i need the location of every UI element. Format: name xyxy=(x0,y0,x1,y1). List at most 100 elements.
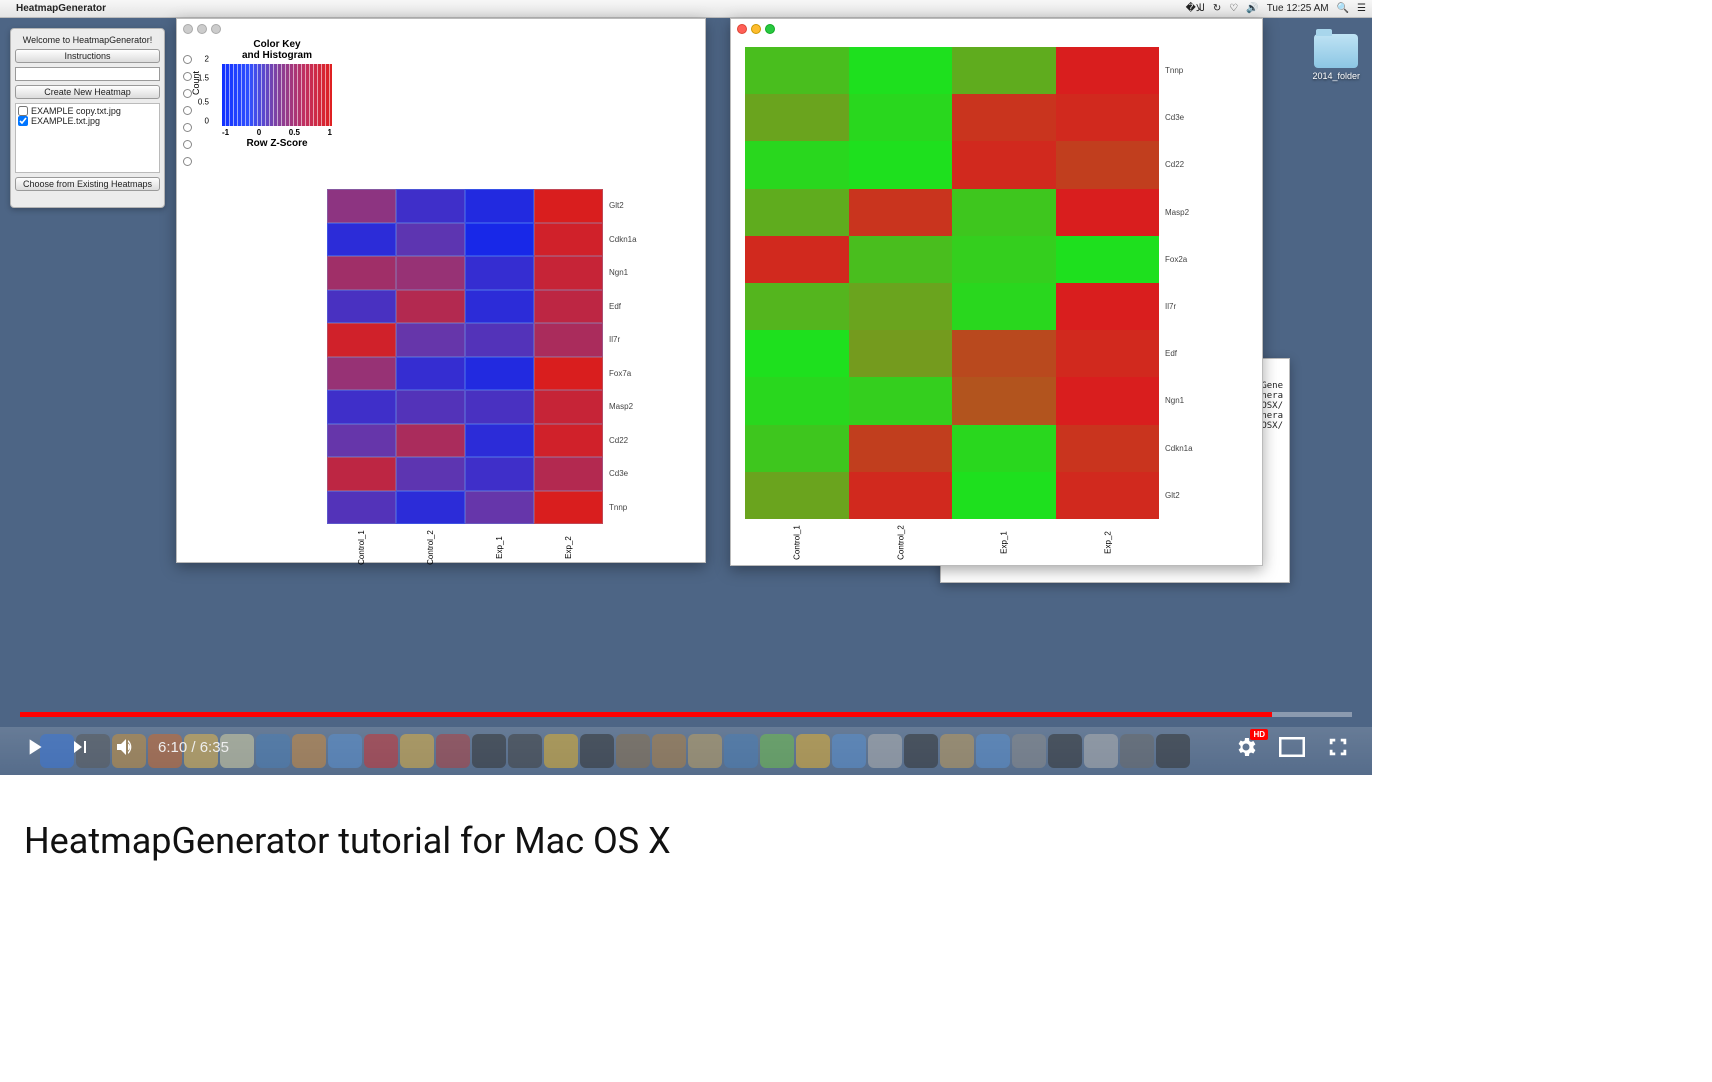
bluetooth-icon[interactable]: ♡ xyxy=(1229,3,1238,14)
heatmap-cell xyxy=(396,424,465,458)
heatmap-cell xyxy=(534,390,603,424)
file-checkbox[interactable] xyxy=(18,116,28,126)
settings-button[interactable]: HD xyxy=(1232,733,1260,761)
heatmap-cell xyxy=(745,330,849,377)
heatmap-cell xyxy=(952,330,1056,377)
heatmap-cell xyxy=(465,256,534,290)
heatmap-cell xyxy=(534,323,603,357)
col-label: Exp_1 xyxy=(999,491,1008,595)
heatmap-cell xyxy=(465,323,534,357)
heatmap-cell xyxy=(534,256,603,290)
heatmap-cell xyxy=(465,357,534,391)
clock-text[interactable]: Tue 12:25 AM xyxy=(1267,3,1329,14)
desktop-folder[interactable]: 2014_folder xyxy=(1312,34,1360,81)
wifi-icon[interactable]: �للا xyxy=(1186,3,1205,14)
colorkey-xlabel: Row Z-Score xyxy=(207,138,347,149)
heatmap-cell xyxy=(534,223,603,257)
row-label: Fox7a xyxy=(609,369,637,378)
spotlight-icon[interactable]: 🔍 xyxy=(1337,3,1349,14)
heatmap-cell xyxy=(396,290,465,324)
heatmap-cell xyxy=(745,377,849,424)
heatmap-cell xyxy=(396,189,465,223)
heatmap-cell xyxy=(396,457,465,491)
col-label: Control_2 xyxy=(896,491,905,595)
menu-extras-icon[interactable]: ☰ xyxy=(1357,3,1366,14)
heatmap-cell xyxy=(1056,189,1160,236)
colorkey-title1: Color Key xyxy=(207,39,347,50)
row-label: Cd22 xyxy=(1165,160,1193,169)
create-heatmap-button[interactable]: Create New Heatmap xyxy=(15,85,160,99)
heatmap-cell xyxy=(327,189,396,223)
heatmap-cell xyxy=(745,236,849,283)
folder-icon xyxy=(1314,34,1358,68)
file-checkbox[interactable] xyxy=(18,106,28,116)
heatmap-cell xyxy=(745,141,849,188)
play-button[interactable] xyxy=(20,733,48,761)
heatmap-cell xyxy=(396,357,465,391)
heatmap-cell xyxy=(849,283,953,330)
col-label: Exp_2 xyxy=(564,513,573,582)
heatmap-cell xyxy=(534,290,603,324)
row-label: Cdkn1a xyxy=(1165,444,1193,453)
heatmap-cell xyxy=(849,377,953,424)
row-label: Cd3e xyxy=(1165,113,1193,122)
heatmap-cell xyxy=(327,424,396,458)
heatmap-cell xyxy=(952,47,1056,94)
heatmap-cell xyxy=(327,223,396,257)
heatmap-cell xyxy=(849,425,953,472)
progress-track[interactable] xyxy=(20,712,1352,717)
heatmap-cell xyxy=(952,141,1056,188)
heatmap-name-input[interactable] xyxy=(15,67,160,81)
volume-button[interactable] xyxy=(112,733,140,761)
col-label: Control_2 xyxy=(426,513,435,582)
col-label: Exp_1 xyxy=(495,513,504,582)
heatmap-window-1[interactable]: Color Key and Histogram -1 0 0.5 1 Row Z… xyxy=(176,18,706,563)
sync-icon[interactable]: ↻ xyxy=(1213,3,1221,14)
choose-existing-button[interactable]: Choose from Existing Heatmaps xyxy=(15,177,160,191)
row-label: Cd22 xyxy=(609,436,637,445)
row-label: Edf xyxy=(609,302,637,311)
heatmap-cell xyxy=(745,425,849,472)
heatmap-cell xyxy=(327,457,396,491)
heatmap-cell xyxy=(849,330,953,377)
heatmap-cell xyxy=(745,94,849,141)
heatmap-cell xyxy=(396,256,465,290)
heatmap-cell xyxy=(849,47,953,94)
heatmap-cell xyxy=(1056,425,1160,472)
heatmap-cell xyxy=(465,223,534,257)
heatmap-window-2[interactable]: TnnpCd3eCd22Masp2Fox2aIl7rEdfNgn1Cdkn1aG… xyxy=(730,18,1263,566)
heatmap-cell xyxy=(534,189,603,223)
row-label: Cd3e xyxy=(609,469,637,478)
color-key: Color Key and Histogram -1 0 0.5 1 Row Z… xyxy=(207,39,347,149)
duration: 6:35 xyxy=(200,739,229,756)
instructions-button[interactable]: Instructions xyxy=(15,49,160,63)
heatmap-cell xyxy=(1056,330,1160,377)
heatmap2-row-labels: TnnpCd3eCd22Masp2Fox2aIl7rEdfNgn1Cdkn1aG… xyxy=(1165,47,1193,519)
row-label: Masp2 xyxy=(1165,208,1193,217)
row-label: Il7r xyxy=(1165,302,1193,311)
video-frame: HeatmapGenerator �للا ↻ ♡ 🔊 Tue 12:25 AM… xyxy=(0,0,1372,775)
heatmap-cell xyxy=(534,457,603,491)
heatmap-cell xyxy=(465,290,534,324)
heatmap-cell xyxy=(745,283,849,330)
heatmap-cell xyxy=(1056,236,1160,283)
heatmap-cell xyxy=(465,457,534,491)
volume-icon[interactable]: 🔊 xyxy=(1246,3,1258,14)
file-row[interactable]: EXAMPLE copy.txt.jpg xyxy=(18,106,157,116)
row-label: Il7r xyxy=(609,335,637,344)
heatmap-cell xyxy=(952,283,1056,330)
folder-label: 2014_folder xyxy=(1312,71,1360,81)
heatmap1-row-labels: Glt2Cdkn1aNgn1EdfIl7rFox7aMasp2Cd22Cd3eT… xyxy=(609,189,637,524)
heatmap-cell xyxy=(465,189,534,223)
fullscreen-button[interactable] xyxy=(1324,733,1352,761)
colorkey-gradient xyxy=(222,64,332,126)
heatmap-cell xyxy=(1056,94,1160,141)
heatmap-cell xyxy=(952,425,1056,472)
theater-mode-button[interactable] xyxy=(1278,733,1306,761)
file-row[interactable]: EXAMPLE.txt.jpg xyxy=(18,116,157,126)
next-button[interactable] xyxy=(66,733,94,761)
app-name-menu[interactable]: HeatmapGenerator xyxy=(16,3,106,14)
col-label: Control_1 xyxy=(792,491,801,595)
progress-played xyxy=(20,712,1272,717)
heatmap-cell xyxy=(1056,283,1160,330)
